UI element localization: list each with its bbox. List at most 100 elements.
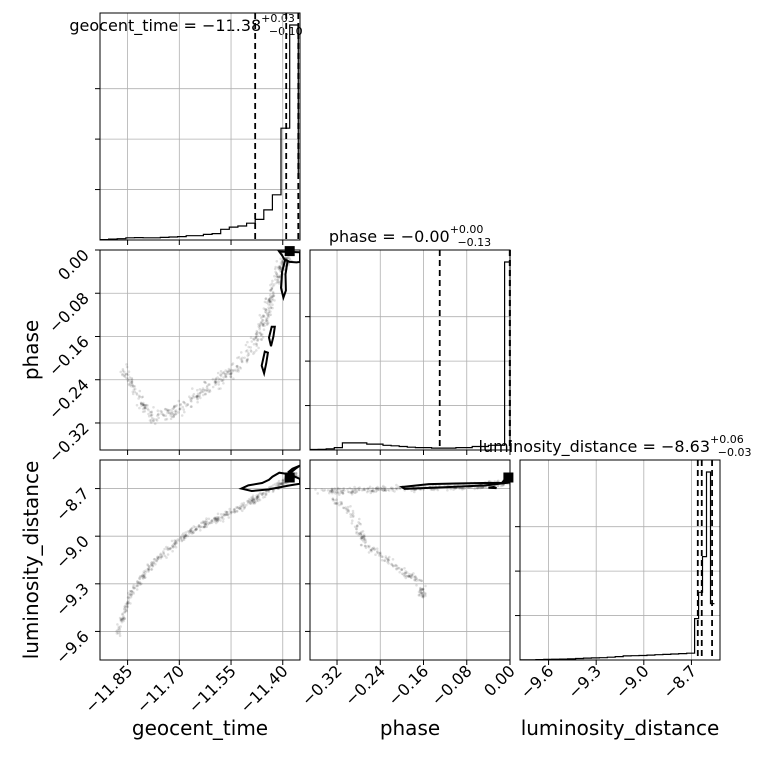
scatter-distance-phase-band-point xyxy=(342,487,346,490)
scatter-phase-geocent-point xyxy=(130,379,134,383)
scatter-distance-phase-point xyxy=(371,547,375,551)
scatter-distance-geocent-point xyxy=(213,516,217,520)
scatter-distance-geocent-point xyxy=(144,569,147,572)
scatter-distance-geocent-point xyxy=(202,525,206,528)
scatter-distance-geocent-point xyxy=(171,545,175,549)
scatter-distance-phase-point xyxy=(355,532,358,535)
scatter-distance-phase-band-point xyxy=(354,491,357,495)
scatter-phase-geocent-point xyxy=(137,397,140,400)
scatter-distance-phase-point xyxy=(355,525,359,528)
scatter-phase-geocent-point xyxy=(256,339,259,343)
scatter-distance-phase-point xyxy=(415,577,419,580)
scatter-distance-phase-point xyxy=(358,532,361,535)
scatter-distance-geocent-point xyxy=(186,530,190,533)
scatter-phase-geocent-point xyxy=(222,376,225,379)
scatter-distance-phase-point xyxy=(360,534,364,537)
scatter-phase-geocent-point xyxy=(273,274,276,278)
scatter-distance-phase-point xyxy=(402,573,405,576)
scatter-distance-geocent-point xyxy=(123,617,126,620)
scatter-phase-geocent-point xyxy=(268,298,271,301)
scatter-distance-phase-point xyxy=(424,584,427,588)
scatter-distance-geocent-point xyxy=(226,513,230,517)
scatter-distance-geocent-point xyxy=(261,491,265,495)
scatter-distance-phase-band-point xyxy=(476,486,479,490)
scatter-phase-geocent-point xyxy=(190,400,193,403)
scatter-phase-geocent-point xyxy=(258,324,262,328)
scatter-distance-geocent-point xyxy=(187,530,191,533)
scatter-phase-geocent-point xyxy=(172,415,175,419)
scatter-phase-geocent-point xyxy=(179,407,182,411)
scatter-distance-geocent-point xyxy=(233,509,237,513)
scatter-phase-geocent-point xyxy=(217,387,221,391)
scatter-distance-phase-point xyxy=(410,573,414,576)
scatter-distance-geocent-point xyxy=(144,571,147,574)
scatter-phase-geocent-point xyxy=(244,350,248,353)
scatter-distance-phase-band-point xyxy=(350,488,354,491)
frame-hist-phase xyxy=(309,249,511,451)
scatter-phase-geocent-point xyxy=(172,413,176,417)
scatter-phase-geocent-point xyxy=(123,373,127,376)
scatter-distance-phase-band-point xyxy=(374,487,378,490)
scatter-distance-phase-point xyxy=(421,593,424,597)
histogram-geocent-time xyxy=(100,24,299,240)
scatter-distance-phase-band-point xyxy=(437,484,441,488)
scatter-distance-phase-point xyxy=(367,545,371,549)
scatter-distance-geocent-point xyxy=(204,524,207,527)
scatter-distance-phase-band-point xyxy=(397,485,400,489)
scatter-phase-geocent-point xyxy=(156,414,159,417)
scatter-phase-geocent-point xyxy=(269,300,272,303)
scatter-phase-geocent-point xyxy=(243,356,246,360)
scatter-phase-geocent-point xyxy=(141,403,145,407)
scatter-phase-geocent-point xyxy=(236,356,239,360)
xtick-label-luminosity-distance-0: −9.6 xyxy=(517,661,558,702)
scatter-distance-geocent-point xyxy=(146,564,150,567)
scatter-distance-phase-point xyxy=(359,522,363,526)
scatter-distance-geocent-point xyxy=(175,541,179,545)
scatter-distance-phase-point xyxy=(335,498,338,502)
scatter-phase-geocent-point xyxy=(157,413,160,417)
scatter-distance-phase-point xyxy=(369,548,373,552)
scatter-distance-geocent-point xyxy=(255,497,258,500)
scatter-distance-geocent-point xyxy=(119,619,123,623)
scatter-phase-geocent-point xyxy=(262,314,265,318)
scatter-phase-geocent-point xyxy=(130,376,134,380)
scatter-distance-phase-point xyxy=(417,590,421,594)
scatter-distance-geocent-point xyxy=(241,504,245,507)
scatter-distance-geocent-point xyxy=(294,471,298,475)
scatter-distance-phase-band-point xyxy=(334,492,337,495)
xtick-label-phase-2: −0.16 xyxy=(384,661,432,709)
scatter-distance-geocent-point xyxy=(179,535,183,539)
scatter-phase-geocent-point xyxy=(254,333,258,336)
scatter-distance-geocent-point xyxy=(207,517,211,521)
scatter-phase-geocent-point xyxy=(186,403,190,406)
scatter-distance-phase-point xyxy=(358,522,362,525)
xtick-label-geocent-time-3: −11.40 xyxy=(236,661,291,716)
scatter-distance-geocent-point xyxy=(189,529,193,532)
scatter-distance-phase-point xyxy=(391,558,395,561)
scatter-distance-phase-point xyxy=(414,575,417,579)
scatter-distance-geocent-point xyxy=(153,557,157,561)
scatter-distance-geocent-point xyxy=(147,570,150,573)
scatter-distance-phase-band-point xyxy=(382,488,386,491)
scatter-distance-geocent-point xyxy=(138,581,142,585)
ylabel-phase: phase xyxy=(19,320,43,380)
frame-dist-vs-phase xyxy=(309,459,511,661)
scatter-distance-geocent-point xyxy=(270,485,273,488)
scatter-phase-geocent-point xyxy=(260,338,264,342)
scatter-distance-geocent-point xyxy=(123,605,127,608)
scatter-distance-phase-point xyxy=(404,574,408,578)
scatter-distance-geocent-point xyxy=(183,534,187,537)
scatter-distance-geocent-point xyxy=(123,608,126,611)
scatter-distance-geocent-point xyxy=(169,546,173,550)
scatter-phase-geocent-point xyxy=(132,388,136,391)
scatter-distance-geocent-point xyxy=(276,481,279,485)
scatter-distance-phase-point xyxy=(379,553,383,556)
scatter-phase-geocent-point xyxy=(163,407,167,411)
scatter-phase-geocent-point xyxy=(135,393,139,396)
scatter-distance-phase-band-point xyxy=(362,488,365,492)
scatter-phase-geocent-point xyxy=(271,306,274,310)
scatter-phase-geocent-point xyxy=(225,370,229,374)
scatter-phase-geocent-point xyxy=(190,396,194,400)
scatter-phase-geocent-point xyxy=(235,369,238,373)
scatter-phase-geocent-point xyxy=(195,394,198,398)
